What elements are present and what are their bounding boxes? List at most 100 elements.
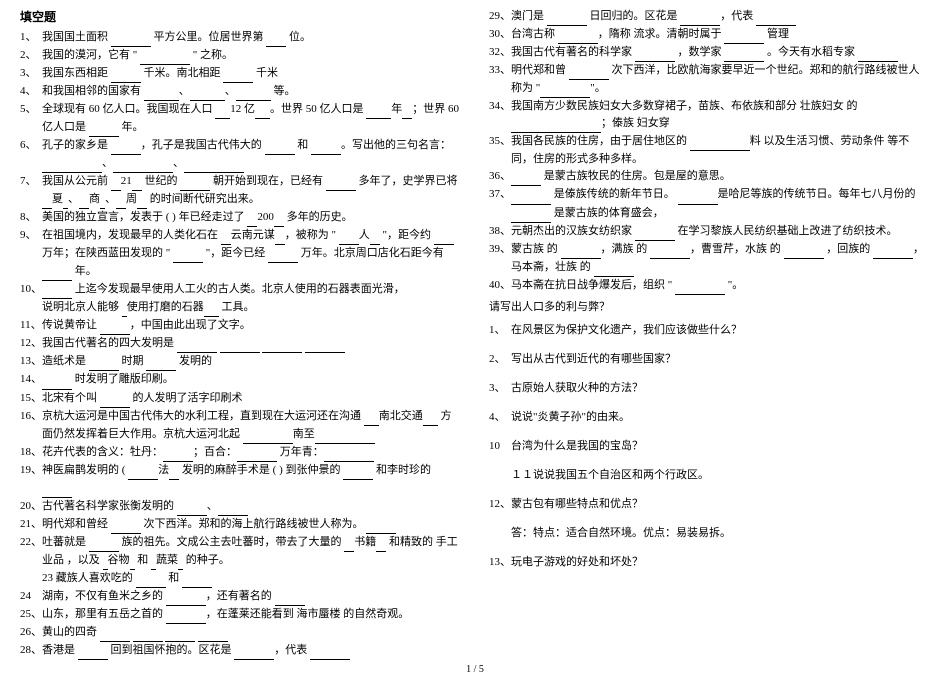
question-text: 我国从公元前 21 世纪的 朝开始到现在，已经有 多年了，史学界已将 夏 、 商… — [42, 173, 461, 209]
question-text: 我国古代有著名的科学家 ，数学家 。今天有水稻专家 — [511, 44, 930, 62]
question-number: 4、 — [489, 409, 511, 426]
question-text: 23 藏族人喜欢吃的 和 — [42, 570, 461, 588]
question-item: 4、和我国相邻的国家有 、 、 等。 — [20, 83, 461, 101]
question-item: 3、古原始人获取火种的方法？ — [489, 380, 930, 397]
question-text: 我国东西相距 千米。南北相距 千米 — [42, 65, 461, 83]
question-item: 答：特点：适合自然环境。优点：易装易拆。 — [489, 525, 930, 542]
question-item: 10、 上迄今发现最早使用人工火的古人类。北京人使用的石器表面光滑， — [20, 281, 461, 299]
question-number — [489, 525, 511, 542]
question-number — [489, 467, 511, 484]
question-text: 古原始人获取火种的方法？ — [511, 380, 930, 397]
question-number: 34、 — [489, 98, 511, 133]
question-item: 29、澳门是 日回归的。区花是 ，代表 — [489, 8, 930, 26]
question-text: 我国的漠河，它有 " " 之称。 — [42, 47, 461, 65]
question-number: 33、 — [489, 62, 511, 98]
question-item: 23 藏族人喜欢吃的 和 — [20, 570, 461, 588]
question-text: 花卉代表的含义：牡丹： ；百合： 万年青： — [42, 444, 461, 462]
heading-fill: 填空题 — [20, 8, 461, 27]
question-text: 说说"炎黄子孙"的由来。 — [511, 409, 930, 426]
question-item: 39、蒙古族 的 ，满族 的 ，曹雪芹，水族 的 ，回族的 ，马本斋，壮族 的 — [489, 241, 930, 277]
question-item: 2、我国的漠河，它有 " " 之称。 — [20, 47, 461, 65]
question-text: 是傣族传统的新年节日。 是哈尼等族的传统节日。每年七八月份的 是蒙古族的体育盛会… — [511, 186, 930, 222]
question-number: 9、 — [20, 227, 42, 281]
question-text: 在风景区为保护文化遗产，我们应该做些什么？ — [511, 322, 930, 339]
question-item: 20、古代著名科学家张衡发明的 、 — [20, 498, 461, 516]
question-text: 澳门是 日回归的。区花是 ，代表 — [511, 8, 930, 26]
question-item: 21、明代郑和曾经 次下西洋。郑和的海上航行路线被世人称为。 — [20, 516, 461, 534]
question-item: 40、马本斋在抗日战争爆发后，组织 " "。 — [489, 277, 930, 295]
question-number: 26、 — [20, 624, 42, 642]
question-item: 10台湾为什么是我国的宝岛？ — [489, 438, 930, 455]
question-item: 14、 时发明了雕版印刷。 — [20, 371, 461, 389]
question-number: 12、 — [489, 496, 511, 513]
question-number: 10 — [489, 438, 511, 455]
question-number: 15、 — [20, 390, 42, 408]
question-text: 京杭大运河是中国古代伟大的水利工程，直到现在大运河还在沟通 南北交通 方面仍然发… — [42, 408, 461, 444]
question-item: 3、我国东西相距 千米。南北相距 千米 — [20, 65, 461, 83]
question-text: 玩电子游戏的好处和坏处？ — [511, 554, 930, 571]
question-number: 22、 — [20, 534, 42, 570]
question-number: 8、 — [20, 209, 42, 227]
question-item: 15、北宋有个叫 的人发明了活字印刷术 — [20, 390, 461, 408]
question-text: 吐蕃就是 族的祖先。文成公主去吐蕃时，带去了大量的 书籍 和精致的 手工业品 ，… — [42, 534, 461, 570]
question-number: 10、 — [20, 281, 42, 299]
question-number: 1、 — [489, 322, 511, 339]
question-item: 4、说说"炎黄子孙"的由来。 — [489, 409, 930, 426]
page-container: 填空题 1、我国国土面积 平方公里。位居世界第 位。2、我国的漠河，它有 " "… — [0, 0, 950, 662]
question-item: 22、吐蕃就是 族的祖先。文成公主去吐蕃时，带去了大量的 书籍 和精致的 手工业… — [20, 534, 461, 570]
question-item: 16、京杭大运河是中国古代伟大的水利工程，直到现在大运河还在沟通 南北交通 方面… — [20, 408, 461, 444]
question-text: 蒙古族 的 ，满族 的 ，曹雪芹，水族 的 ，回族的 ，马本斋，壮族 的 — [511, 241, 930, 277]
question-item: 19、神医扁鹊发明的 ( 法 发明的麻醉手术是 ( ) 到张仲景的 和李时珍的 — [20, 462, 461, 498]
question-text: 湖南，不仅有鱼米之乡的 ，还有著名的 — [42, 588, 461, 606]
question-text: 马本斋在抗日战争爆发后，组织 " "。 — [511, 277, 930, 295]
question-number: 35、 — [489, 133, 511, 168]
question-number: 36、 — [489, 168, 511, 186]
question-text: 我国古代著名的四大发明是 — [42, 335, 461, 353]
question-item: 30、台湾古称 ，隋称 流求。清朝时属于 管理 — [489, 26, 930, 44]
page-number: 1 / 5 — [0, 662, 950, 675]
question-item: 7、我国从公元前 21 世纪的 朝开始到现在，已经有 多年了，史学界已将 夏 、… — [20, 173, 461, 209]
question-item: 6、孔子的家乡是 ，孔子是我国古代伟大的 和 。写出他的三句名言： 、 、 — [20, 137, 461, 173]
question-text: 山东，那里有五岳之首的 ，在蓬莱还能看到 海市蜃楼 的自然奇观。 — [42, 606, 461, 624]
question-text: 时发明了雕版印刷。 — [42, 371, 461, 389]
question-text: 写出从古代到近代的有哪些国家？ — [511, 351, 930, 368]
question-number: 25、 — [20, 606, 42, 624]
question-number: 28、 — [20, 642, 42, 660]
question-number: 3、 — [489, 380, 511, 397]
question-number: 13、 — [20, 353, 42, 371]
question-number: 39、 — [489, 241, 511, 277]
question-text: 美国的独立宣言，发表于 ( ) 年已经走过了 200 多年的历史。 — [42, 209, 461, 227]
question-text: 造纸术是 时期 发明的 — [42, 353, 461, 371]
question-item: 1、我国国土面积 平方公里。位居世界第 位。 — [20, 29, 461, 47]
left-column: 填空题 1、我国国土面积 平方公里。位居世界第 位。2、我国的漠河，它有 " "… — [20, 8, 461, 660]
question-number: 38、 — [489, 223, 511, 241]
question-item: 37、 是傣族传统的新年节日。 是哈尼等族的传统节日。每年七八月份的 是蒙古族的… — [489, 186, 930, 222]
question-number: 16、 — [20, 408, 42, 444]
question-item: 12、我国古代著名的四大发明是 — [20, 335, 461, 353]
question-number: 18、 — [20, 444, 42, 462]
question-number: 30、 — [489, 26, 511, 44]
question-number: 29、 — [489, 8, 511, 26]
question-number: 2、 — [20, 47, 42, 65]
question-text: 是蒙古族牧民的住房。包是屋的意思。 — [511, 168, 930, 186]
question-text: 台湾古称 ，隋称 流求。清朝时属于 管理 — [511, 26, 930, 44]
question-number: 4、 — [20, 83, 42, 101]
question-number: 14、 — [20, 371, 42, 389]
question-number — [20, 299, 42, 317]
question-text: 蒙古包有哪些特点和优点？ — [511, 496, 930, 513]
question-text: 台湾为什么是我国的宝岛？ — [511, 438, 930, 455]
question-text: 上迄今发现最早使用人工火的古人类。北京人使用的石器表面光滑， — [42, 281, 461, 299]
question-text: 和我国相邻的国家有 、 、 等。 — [42, 83, 461, 101]
question-number: 19、 — [20, 462, 42, 498]
question-number: 13、 — [489, 554, 511, 571]
question-item: 5、全球现有 60 亿人口。我国现在人口 12 亿 。世界 50 亿人口是 年 … — [20, 101, 461, 137]
question-text: 香港是 回到祖国怀抱的。区花是 ，代表 — [42, 642, 461, 660]
question-item: 13、造纸术是 时期 发明的 — [20, 353, 461, 371]
question-number: 21、 — [20, 516, 42, 534]
question-item: 8、美国的独立宣言，发表于 ( ) 年已经走过了 200 多年的历史。 — [20, 209, 461, 227]
question-number: 5、 — [20, 101, 42, 137]
question-item: 24湖南，不仅有鱼米之乡的 ，还有著名的 — [20, 588, 461, 606]
question-item: 2、写出从古代到近代的有哪些国家？ — [489, 351, 930, 368]
question-number: 37、 — [489, 186, 511, 222]
question-number: 11、 — [20, 317, 42, 335]
